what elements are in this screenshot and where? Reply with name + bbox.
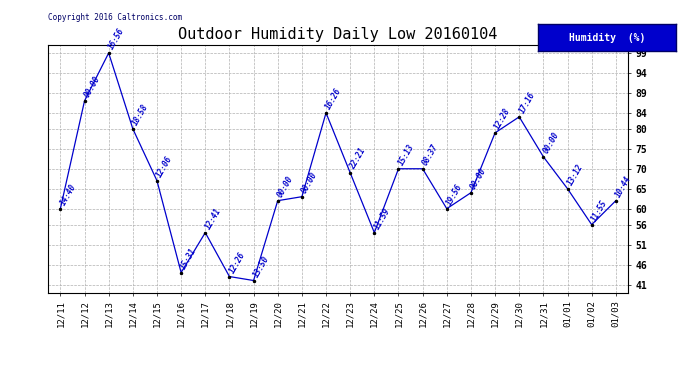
Text: 11:55: 11:55 — [590, 198, 609, 223]
Text: 17:16: 17:16 — [518, 90, 537, 115]
Text: 00:00: 00:00 — [83, 75, 102, 99]
Text: 12:41: 12:41 — [204, 206, 223, 231]
Text: 08:37: 08:37 — [421, 142, 440, 167]
Text: 11:59: 11:59 — [373, 206, 392, 231]
Text: 13:12: 13:12 — [566, 162, 585, 187]
Text: 13:50: 13:50 — [252, 254, 271, 279]
Text: 00:00: 00:00 — [276, 174, 295, 199]
Text: 18:58: 18:58 — [131, 102, 150, 127]
Text: 16:26: 16:26 — [324, 87, 344, 111]
Text: 14:40: 14:40 — [59, 182, 78, 207]
Text: Humidity  (%): Humidity (%) — [569, 33, 645, 42]
Text: 12:28: 12:28 — [493, 106, 513, 131]
Text: 00:00: 00:00 — [469, 166, 489, 191]
Text: 19:56: 19:56 — [445, 182, 464, 207]
Text: Copyright 2016 Caltronics.com: Copyright 2016 Caltronics.com — [48, 13, 182, 22]
Text: 15:13: 15:13 — [397, 142, 416, 167]
Text: 10:44: 10:44 — [614, 174, 633, 199]
Text: 12:06: 12:06 — [155, 154, 175, 179]
Text: 22:21: 22:21 — [348, 146, 368, 171]
Text: 00:00: 00:00 — [542, 130, 561, 155]
Text: 00:00: 00:00 — [300, 170, 319, 195]
Title: Outdoor Humidity Daily Low 20160104: Outdoor Humidity Daily Low 20160104 — [179, 27, 497, 42]
Text: 12:26: 12:26 — [228, 250, 247, 275]
Text: 16:56: 16:56 — [107, 27, 126, 51]
Text: 15:31: 15:31 — [179, 246, 199, 271]
